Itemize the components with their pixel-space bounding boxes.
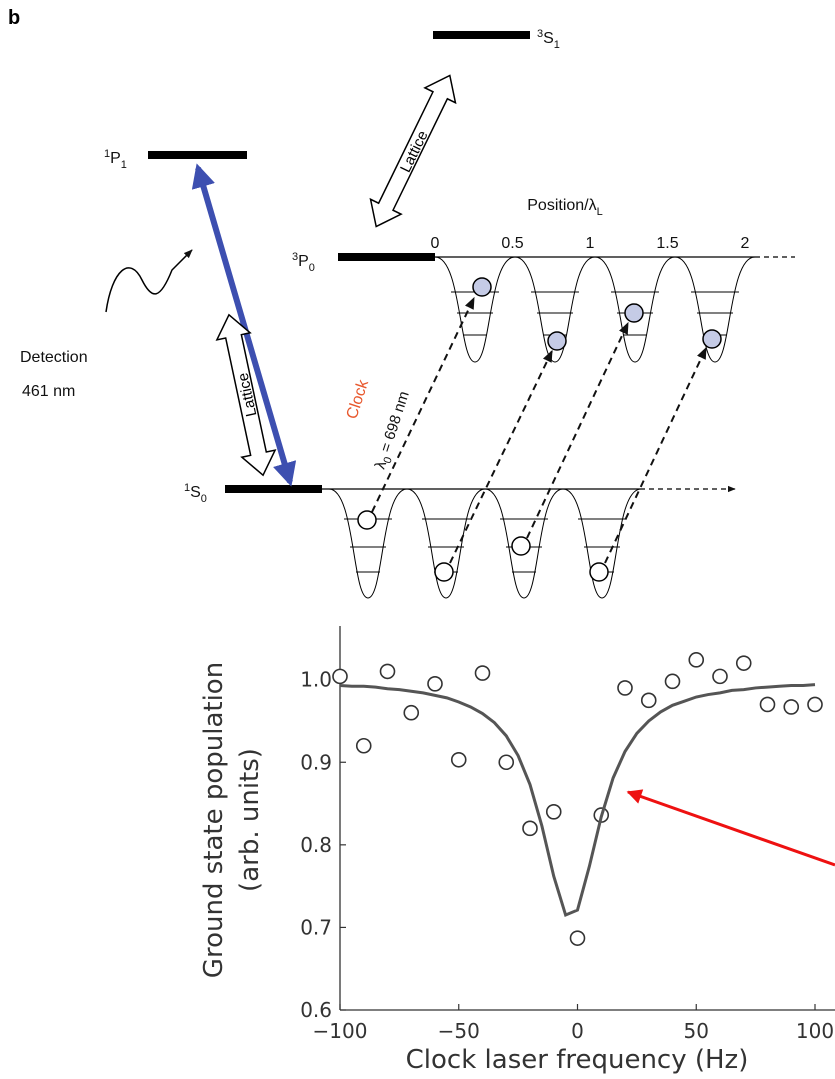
data-point	[618, 681, 632, 695]
x-tick-label: −100	[313, 1019, 368, 1043]
x-axis-label: Clock laser frequency (Hz)	[406, 1045, 749, 1075]
data-point	[689, 653, 703, 667]
atom	[590, 563, 608, 581]
level-label: 1P1	[104, 148, 127, 171]
data-point	[523, 821, 537, 835]
position-label: Position/λL	[527, 197, 603, 218]
y-tick-label: 0.8	[300, 833, 332, 857]
level-label: 3P0	[292, 251, 315, 274]
figure-label: b	[8, 7, 20, 29]
clock-transition	[450, 351, 552, 563]
detection-wavelength: 461 nm	[22, 383, 75, 400]
atom	[435, 563, 453, 581]
atom	[473, 278, 491, 296]
data-point	[476, 666, 490, 680]
y-tick-label: 0.9	[300, 750, 332, 774]
x-tick-label: 100	[796, 1019, 834, 1043]
atom	[625, 304, 643, 322]
lattice-label: Lattice	[397, 128, 432, 175]
position-tick-label: 0.5	[501, 235, 523, 252]
detection-label: Detection	[20, 349, 88, 366]
position-tick-label: 1	[586, 235, 595, 252]
data-point	[452, 753, 466, 767]
atom	[512, 537, 530, 555]
page: b 3S1 1P1 3P0 1S0 Position/λL Detection …	[0, 0, 835, 1079]
level-bar	[148, 151, 247, 159]
clock-wavelength: λ0 = 698 nm	[372, 389, 416, 472]
y-axis-label: Ground state population	[199, 662, 229, 978]
well	[329, 489, 407, 598]
data-point	[642, 693, 656, 707]
data-point	[761, 697, 775, 711]
lattice-arrow: Lattice	[361, 68, 465, 234]
level-bar	[338, 253, 435, 261]
data-point	[499, 755, 513, 769]
position-tick-label: 1.5	[656, 235, 678, 252]
data-point	[784, 700, 798, 714]
x-tick-label: 0	[571, 1019, 584, 1043]
well	[435, 257, 515, 362]
data-point	[666, 674, 680, 688]
clock-label: Clock	[344, 377, 373, 421]
level-bar	[225, 485, 322, 493]
data-point	[333, 669, 347, 683]
data-point	[381, 664, 395, 678]
level-bar	[433, 31, 530, 39]
data-point	[808, 697, 822, 711]
level-label: 3S1	[537, 28, 560, 51]
data-point	[737, 656, 751, 670]
position-tick-label: 2	[741, 235, 750, 252]
data-point	[357, 739, 371, 753]
clock-transition	[372, 298, 474, 512]
x-tick-label: −50	[438, 1019, 480, 1043]
atom	[548, 332, 566, 350]
atom	[358, 511, 376, 529]
level-label: 1S0	[184, 482, 207, 505]
data-point	[713, 669, 727, 683]
data-point	[547, 805, 561, 819]
y-axis-label: (arb. units)	[235, 748, 265, 892]
photon	[106, 250, 192, 312]
transition-arrow	[198, 168, 290, 482]
y-tick-label: 1.0	[300, 668, 332, 692]
data-point	[571, 931, 585, 945]
position-tick-label: 0	[431, 235, 440, 252]
well	[407, 489, 485, 598]
well	[563, 489, 641, 598]
annotation-arrow	[628, 792, 835, 865]
data-point	[404, 706, 418, 720]
atom	[703, 330, 721, 348]
data-point	[428, 677, 442, 691]
figure: b 3S1 1P1 3P0 1S0 Position/λL Detection …	[0, 0, 835, 1079]
x-tick-label: 50	[684, 1019, 709, 1043]
y-tick-label: 0.7	[300, 915, 332, 939]
